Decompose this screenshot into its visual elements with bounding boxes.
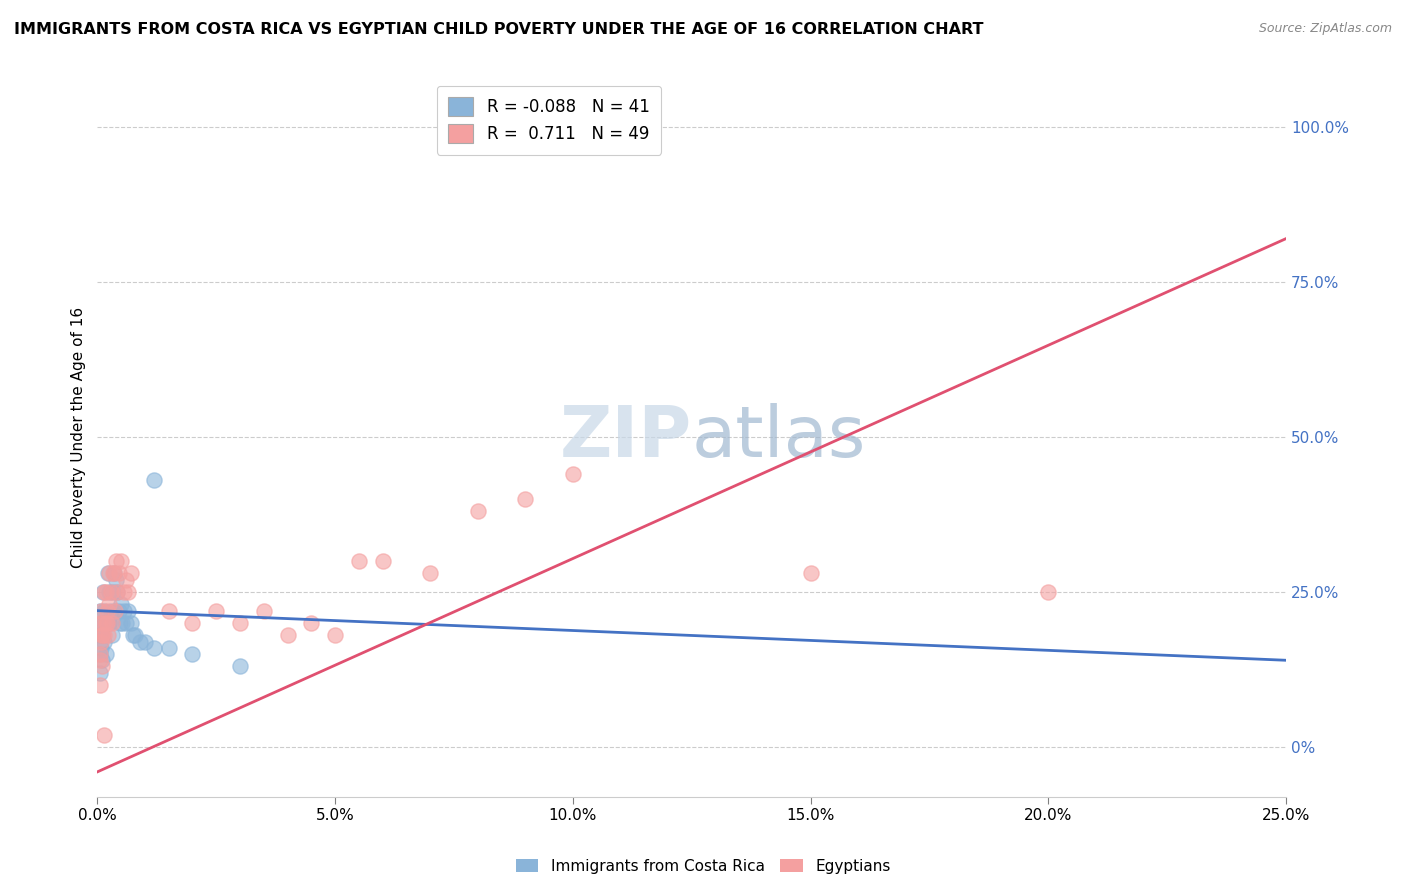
Point [97,628,120,642]
Point [120,616,142,631]
Point [181,616,204,631]
Point [110,554,132,568]
Legend: R = -0.088   N = 41, R =  0.711   N = 49: R = -0.088 N = 41, R = 0.711 N = 49 [437,86,661,155]
Point [100,628,122,642]
Point [229,616,252,631]
Point [89,647,111,661]
Point [157,640,180,655]
Point [157,604,180,618]
Point [89,665,111,680]
Point [103,566,125,581]
Point [90,634,112,648]
Point [143,640,166,655]
Point [129,634,152,648]
Point [89,653,111,667]
Point [91,616,114,631]
Point [98,616,121,631]
Point [107,566,129,581]
Point [205,604,228,618]
Point [105,554,128,568]
Text: Source: ZipAtlas.com: Source: ZipAtlas.com [1258,22,1392,36]
Point [90,640,112,655]
Point [120,566,142,581]
Point [561,467,583,482]
Point [323,628,346,642]
Point [277,628,299,642]
Point [89,616,111,631]
Point [94,616,117,631]
Point [90,628,112,642]
Point [117,585,139,599]
Point [89,604,111,618]
Point [104,604,127,618]
Point [90,616,112,631]
Point [515,491,537,506]
Point [101,566,124,581]
Text: ZIP: ZIP [560,402,692,472]
Point [100,585,122,599]
Point [1038,585,1060,599]
Point [371,554,394,568]
Point [96,616,118,631]
Legend: Immigrants from Costa Rica, Egyptians: Immigrants from Costa Rica, Egyptians [509,853,897,880]
Point [98,566,121,581]
Point [124,628,146,642]
Point [181,647,204,661]
Point [94,616,117,631]
Point [100,604,122,618]
Point [98,598,121,612]
Point [94,585,117,599]
Point [115,573,138,587]
Point [105,585,128,599]
Point [101,585,124,599]
Point [89,647,111,661]
Point [112,604,135,618]
Point [103,566,125,581]
Point [91,628,114,642]
Point [100,616,122,631]
Point [419,566,441,581]
Point [89,628,111,642]
Point [143,474,166,488]
Point [104,604,127,618]
Point [110,598,132,612]
Point [105,573,128,587]
Point [134,634,156,648]
Point [115,616,138,631]
Point [347,554,370,568]
Point [122,628,145,642]
Point [93,634,115,648]
Point [98,585,121,599]
Point [90,604,112,618]
Point [253,604,276,618]
Point [111,616,134,631]
Point [91,585,114,599]
Point [94,647,117,661]
Point [117,604,139,618]
Point [299,616,322,631]
Point [91,653,114,667]
Point [93,604,115,618]
Point [107,604,129,618]
Point [96,604,118,618]
Point [89,678,111,692]
Y-axis label: Child Poverty Under the Age of 16: Child Poverty Under the Age of 16 [72,307,86,567]
Point [105,585,128,599]
Point [108,616,131,631]
Point [229,659,252,673]
Point [91,616,114,631]
Text: IMMIGRANTS FROM COSTA RICA VS EGYPTIAN CHILD POVERTY UNDER THE AGE OF 16 CORRELA: IMMIGRANTS FROM COSTA RICA VS EGYPTIAN C… [14,22,984,37]
Text: atlas: atlas [692,402,866,472]
Point [93,585,115,599]
Point [467,504,489,518]
Point [91,628,114,642]
Point [97,566,120,581]
Point [93,628,115,642]
Point [93,728,115,742]
Point [799,566,821,581]
Point [112,585,135,599]
Point [91,659,114,673]
